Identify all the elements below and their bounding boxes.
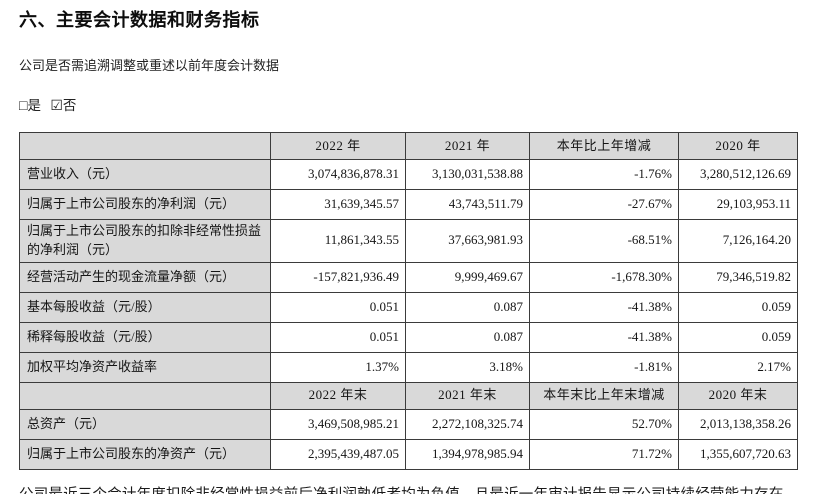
header-2022: 2022 年: [270, 132, 406, 160]
option-yes: □是: [19, 98, 41, 114]
row-label: 加权平均净资产收益率: [19, 351, 271, 383]
corner-cell: [19, 132, 271, 160]
restatement-question: 公司是否需追溯调整或重述以前年度会计数据: [19, 58, 280, 73]
cell-2020-value: 3,280,512,126.69: [678, 159, 798, 190]
row-label: 稀释每股收益（元/股）: [19, 321, 271, 353]
cell-change-value: -1.81%: [529, 351, 679, 383]
cell-2022-value: 11,861,343.55: [270, 219, 406, 263]
cell-change-value: -68.51%: [529, 219, 679, 263]
yearend-header-row: 2022 年末 2021 年末 本年末比上年末增减 2020 年末: [19, 381, 798, 410]
cell-2021-value: 0.087: [405, 321, 530, 353]
restatement-options: □是 ☑否: [19, 94, 831, 115]
cell-2022-value: 2,395,439,487.05: [270, 438, 406, 470]
header-2020: 2020 年: [678, 132, 798, 160]
table-row-revenue: 营业收入（元） 3,074,836,878.31 3,130,031,538.8…: [19, 159, 798, 190]
cell-change-value: -1.76%: [529, 159, 679, 190]
cell-2021-value: 9,999,469.67: [405, 261, 530, 293]
cell-2020-value: 2.17%: [678, 351, 798, 383]
cell-2022-value: 0.051: [270, 291, 406, 323]
annual-header-row: 2022 年 2021 年 本年比上年增减 2020 年: [19, 132, 798, 160]
table-row-total-assets: 总资产（元） 3,469,508,985.21 2,272,108,325.74…: [19, 408, 798, 440]
header-2022-yearend: 2022 年末: [270, 381, 406, 410]
corner-cell: [19, 381, 271, 410]
table-row-diluted-eps: 稀释每股收益（元/股） 0.051 0.087 -41.38% 0.059: [19, 321, 798, 353]
option-no-label: 否: [62, 98, 77, 113]
going-concern-footnote: 公司最近三个会计年度扣除非经常性损益前后净利润孰低者均为负值，且最近一年审计报告…: [19, 483, 831, 494]
cell-2021-value: 2,272,108,325.74: [405, 408, 530, 440]
cell-change-value: -27.67%: [529, 189, 679, 220]
cell-2022-value: 3,469,508,985.21: [270, 408, 406, 440]
header-2020-yearend: 2020 年末: [678, 381, 798, 410]
checkbox-checked-icon: ☑: [50, 99, 63, 114]
cell-change-value: -1,678.30%: [529, 261, 679, 293]
option-yes-label: 是: [27, 98, 41, 113]
section-title: 六、主要会计数据和财务指标: [19, 10, 260, 30]
table-row-operating-cash-flow: 经营活动产生的现金流量净额（元） -157,821,936.49 9,999,4…: [19, 261, 798, 293]
cell-change-value: 71.72%: [529, 438, 679, 470]
option-no: ☑否: [50, 98, 77, 114]
cell-2020-value: 2,013,138,358.26: [678, 408, 798, 440]
header-yoy-change: 本年比上年增减: [529, 132, 679, 160]
cell-2021-value: 1,394,978,985.94: [405, 438, 530, 470]
cell-2020-value: 0.059: [678, 321, 798, 353]
table-row-basic-eps: 基本每股收益（元/股） 0.051 0.087 -41.38% 0.059: [19, 291, 798, 323]
header-2021: 2021 年: [405, 132, 530, 160]
table-row-net-profit: 归属于上市公司股东的净利润（元） 31,639,345.57 43,743,51…: [19, 189, 798, 220]
cell-2022-value: 0.051: [270, 321, 406, 353]
row-label: 归属于上市公司股东的净资产（元）: [19, 438, 271, 470]
financial-indicators-table: 2022 年 2021 年 本年比上年增减 2020 年 营业收入（元） 3,0…: [19, 132, 798, 470]
cell-2020-value: 7,126,164.20: [678, 219, 798, 263]
cell-change-value: -41.38%: [529, 321, 679, 353]
cell-2020-value: 29,103,953.11: [678, 189, 798, 220]
cell-2022-value: -157,821,936.49: [270, 261, 406, 293]
cell-2021-value: 0.087: [405, 291, 530, 323]
cell-2020-value: 0.059: [678, 291, 798, 323]
row-label: 经营活动产生的现金流量净额（元）: [19, 261, 271, 293]
cell-2021-value: 43,743,511.79: [405, 189, 530, 220]
table-row-net-profit-excl-nonrecurring: 归属于上市公司股东的扣除非经常性损益的净利润（元） 11,861,343.55 …: [19, 219, 798, 263]
cell-2022-value: 3,074,836,878.31: [270, 159, 406, 190]
header-2021-yearend: 2021 年末: [405, 381, 530, 410]
row-label: 营业收入（元）: [19, 159, 271, 190]
row-label: 归属于上市公司股东的净利润（元）: [19, 189, 271, 220]
cell-2020-value: 79,346,519.82: [678, 261, 798, 293]
cell-change-value: 52.70%: [529, 408, 679, 440]
cell-2022-value: 1.37%: [270, 351, 406, 383]
row-label: 基本每股收益（元/股）: [19, 291, 271, 323]
cell-change-value: -41.38%: [529, 291, 679, 323]
cell-2021-value: 3.18%: [405, 351, 530, 383]
cell-2021-value: 37,663,981.93: [405, 219, 530, 263]
cell-2021-value: 3,130,031,538.88: [405, 159, 530, 190]
cell-2022-value: 31,639,345.57: [270, 189, 406, 220]
table-row-weighted-avg-roe: 加权平均净资产收益率 1.37% 3.18% -1.81% 2.17%: [19, 351, 798, 383]
table-row-net-assets: 归属于上市公司股东的净资产（元） 2,395,439,487.05 1,394,…: [19, 438, 798, 470]
header-yearend-change: 本年末比上年末增减: [529, 381, 679, 410]
row-label: 总资产（元）: [19, 408, 271, 440]
cell-2020-value: 1,355,607,720.63: [678, 438, 798, 470]
checkbox-unchecked-icon: □: [19, 99, 28, 114]
row-label: 归属于上市公司股东的扣除非经常性损益的净利润（元）: [19, 219, 271, 263]
